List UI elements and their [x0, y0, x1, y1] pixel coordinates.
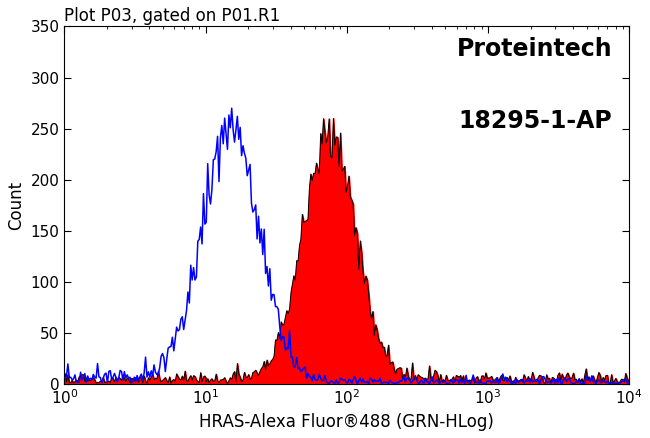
Text: Proteintech: Proteintech	[457, 37, 612, 61]
Text: 18295-1-AP: 18295-1-AP	[458, 109, 612, 133]
Text: Plot P03, gated on P01.R1: Plot P03, gated on P01.R1	[64, 7, 281, 25]
Y-axis label: Count: Count	[7, 180, 25, 230]
X-axis label: HRAS-Alexa Fluor®488 (GRN-HLog): HRAS-Alexa Fluor®488 (GRN-HLog)	[200, 413, 494, 431]
